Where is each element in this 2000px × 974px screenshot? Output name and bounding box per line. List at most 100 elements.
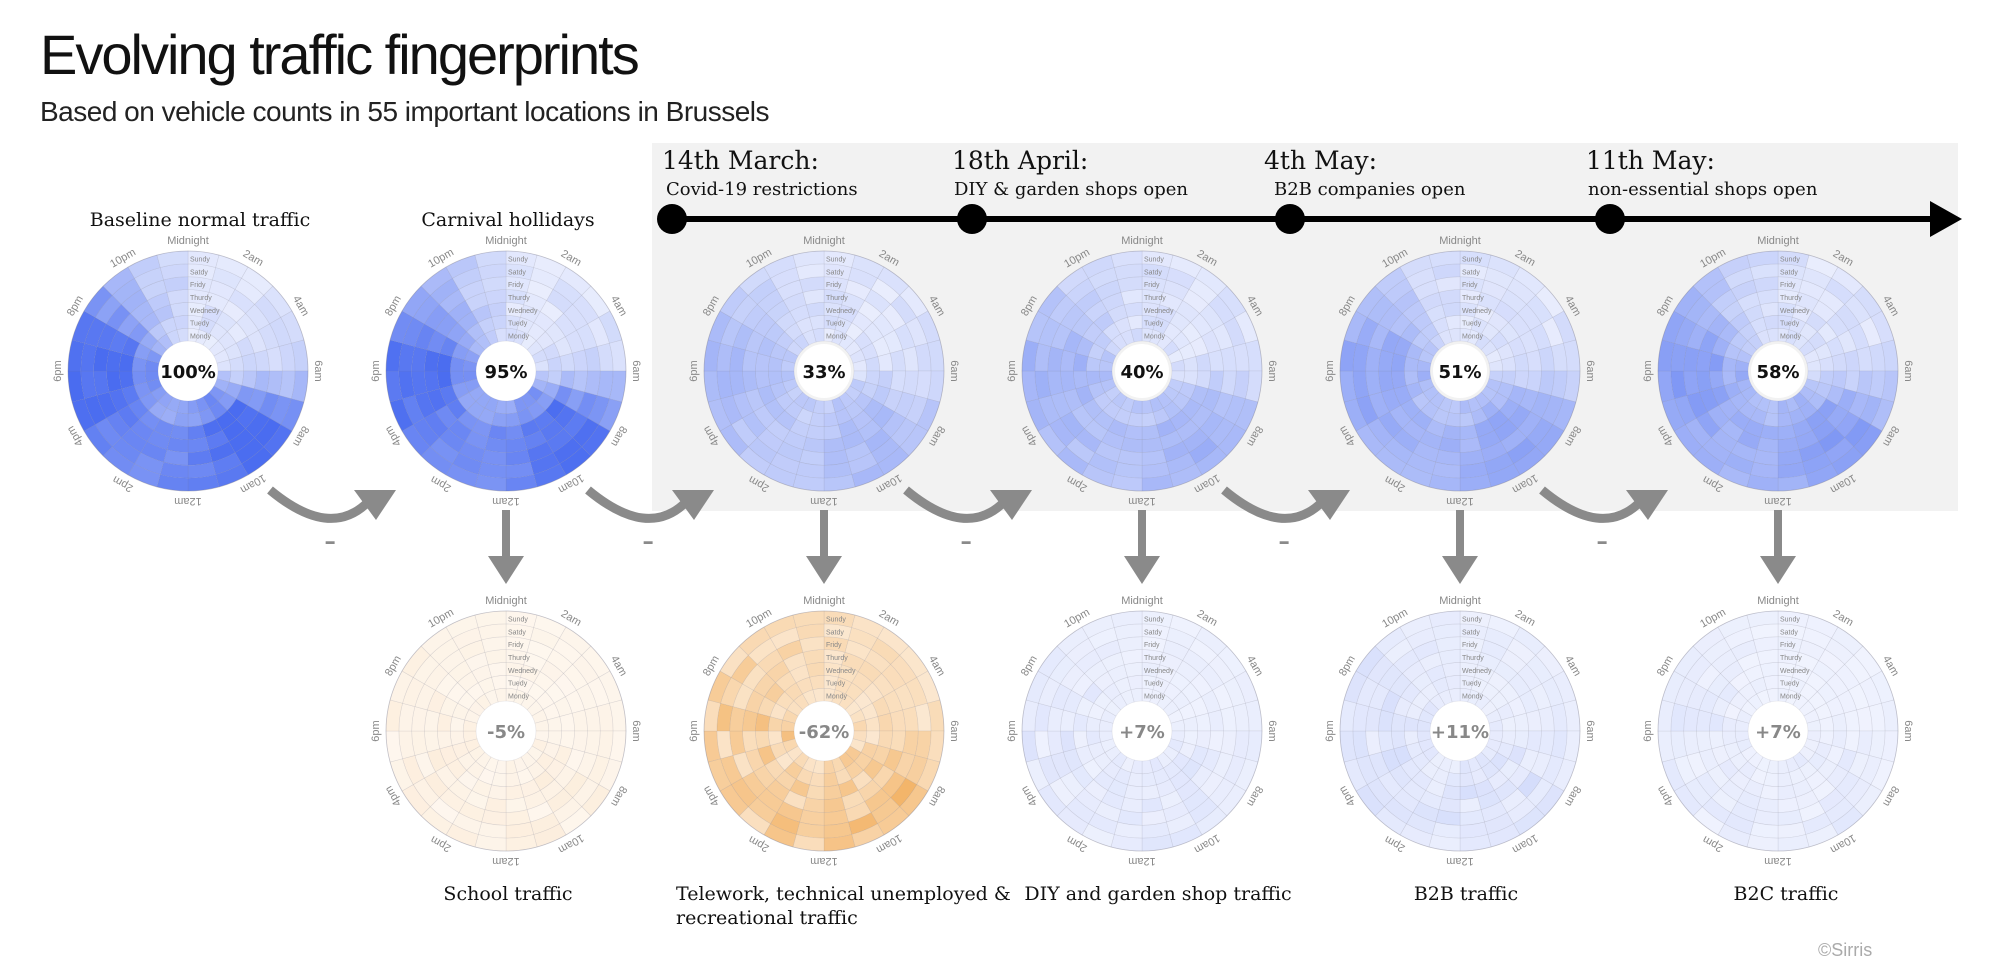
polar-chart-4: 51%Midnight2am4am6am8am10am12am2pm4pm6pm…	[1324, 235, 1596, 507]
day-ring-label: Tuedy	[826, 321, 846, 328]
heatmap-cell	[1056, 446, 1089, 476]
heatmap-cell	[1059, 411, 1085, 439]
day-ring-label: Wednedy	[826, 668, 856, 675]
center-label: 51%	[1438, 362, 1481, 383]
chart-outline	[1657, 610, 1899, 852]
center-disc	[1433, 344, 1487, 398]
heatmap-cell	[1141, 327, 1154, 343]
heatmap-cell	[1368, 391, 1390, 419]
heatmap-cell	[1836, 329, 1858, 354]
heatmap-cell	[1746, 610, 1779, 628]
heatmap-cell	[1117, 809, 1143, 826]
heatmap-cell	[108, 329, 130, 354]
heatmap-cell	[1073, 730, 1089, 750]
heatmap-cell	[1448, 399, 1461, 415]
heatmap-cell	[1094, 441, 1122, 463]
heatmap-cell	[226, 398, 248, 420]
heatmap-cell	[1718, 398, 1740, 420]
heatmap-cell	[505, 250, 538, 268]
heatmap-cell	[1480, 279, 1508, 301]
hour-tick-label: 6pm	[1006, 720, 1018, 741]
day-ring-label: Sundy	[826, 616, 846, 623]
hour-tick-label: 12am	[492, 855, 520, 867]
center-label: 40%	[1120, 362, 1163, 383]
heatmap-cell	[1477, 291, 1502, 313]
heatmap-cell	[1777, 424, 1797, 440]
center-disc	[1115, 704, 1169, 758]
hour-tick-label: 6pm	[52, 360, 64, 381]
heatmap-cell	[505, 784, 525, 800]
heatmap-cell	[1368, 751, 1390, 779]
day-ring-label: Wednedy	[1780, 308, 1810, 315]
flow-curve-arrowhead	[354, 490, 396, 520]
heatmap-cell	[1056, 626, 1089, 656]
heatmap-cell	[848, 267, 878, 290]
heatmap-cell	[809, 314, 825, 330]
event-desc-may11: non-essential shops open	[1588, 179, 1818, 200]
heatmap-cell	[770, 452, 800, 475]
heatmap-cell	[146, 429, 171, 451]
heatmap-cell	[559, 352, 575, 372]
heatmap-cell	[474, 610, 507, 628]
heatmap-cell	[1459, 250, 1492, 268]
day-ring-label: Mondy	[508, 334, 530, 341]
day-ring-label: Thurdy	[1780, 295, 1802, 302]
heatmap-cell	[1746, 834, 1779, 852]
heatmap-cell	[1777, 327, 1790, 343]
heatmap-cell	[877, 626, 910, 656]
heatmap-cell	[420, 806, 453, 836]
heatmap-cell	[719, 784, 749, 817]
heatmap-cell	[1081, 614, 1115, 639]
heatmap-cell	[1037, 784, 1067, 817]
heatmap-cell	[1673, 784, 1703, 817]
day-ring-label: Sundy	[1462, 256, 1482, 263]
day-ring-label: Fridy	[508, 282, 524, 289]
heatmap-cell	[1698, 388, 1720, 413]
day-ring-label: Mondy	[826, 334, 848, 341]
chart-outline	[703, 610, 945, 852]
heatmap-cell	[94, 294, 122, 325]
page-title: Evolving traffic fingerprints	[40, 23, 640, 86]
heatmap-cell	[1169, 463, 1203, 488]
hour-tick-label: 6pm	[1642, 360, 1654, 381]
hour-tick-label: Midnight	[1757, 235, 1799, 247]
heatmap-cell	[1393, 385, 1413, 406]
heatmap-cell	[720, 677, 743, 707]
heatmap-cell	[491, 674, 507, 690]
flow-down-arrowhead	[806, 556, 842, 584]
heatmap-cell	[1859, 317, 1882, 347]
heatmap-cell	[1169, 823, 1203, 848]
heatmap-cell	[491, 314, 507, 330]
heatmap-cell	[1127, 314, 1143, 330]
hour-tick-label: Midnight	[1439, 595, 1481, 607]
heatmap-cell	[1399, 614, 1433, 639]
heatmap-cell	[1831, 446, 1864, 476]
heatmap-cell	[1831, 712, 1847, 732]
heatmap-cell	[809, 674, 825, 690]
polar-charts: 100%Midnight2am4am6am8am10am12am2pm4pm6p…	[52, 235, 1914, 867]
heatmap-cell	[812, 687, 825, 703]
chart-outline	[1021, 610, 1263, 852]
heatmap-cell	[782, 429, 807, 451]
heatmap-cell	[1441, 302, 1461, 318]
heatmap-cell	[1657, 699, 1675, 732]
heatmap-cell	[1766, 399, 1779, 415]
polar-chart-2: 33%Midnight2am4am6am8am10am12am2pm4pm6pm…	[688, 235, 960, 507]
center-disc	[161, 344, 215, 398]
heatmap-cell	[877, 352, 893, 372]
minus-sign: -	[642, 521, 654, 561]
heatmap-cell	[1692, 626, 1725, 656]
heatmap-cell	[156, 474, 189, 492]
heatmap-cell	[1831, 266, 1864, 296]
heatmap-cell	[1798, 639, 1826, 661]
day-ring-label: Fridy	[1462, 282, 1478, 289]
heatmap-cell	[1113, 461, 1143, 479]
heatmap-cell	[1805, 463, 1839, 488]
heatmap-cell	[83, 424, 113, 457]
heatmap-cell	[401, 645, 431, 678]
day-ring-label: Satdy	[1144, 629, 1162, 636]
heatmap-cell	[1400, 758, 1422, 780]
heatmap-cell	[1749, 821, 1779, 839]
timeline-dot	[957, 204, 987, 234]
day-ring-label: Sundy	[1780, 616, 1800, 623]
